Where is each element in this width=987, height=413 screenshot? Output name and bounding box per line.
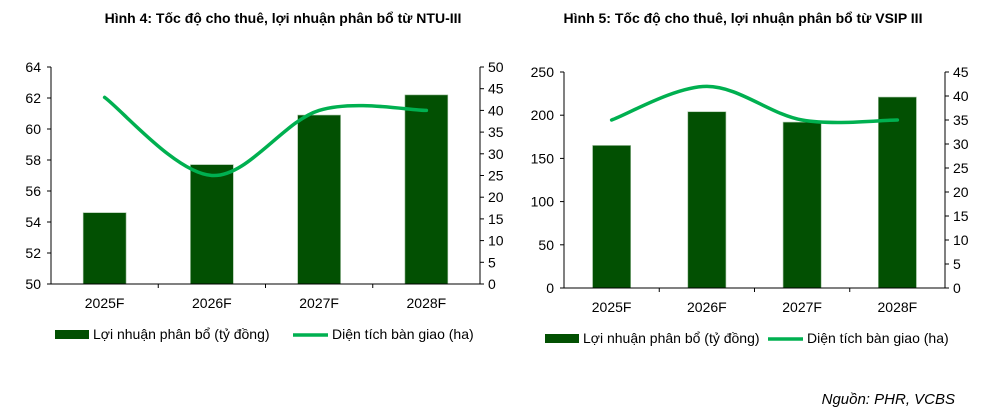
left-tick-label: 56 <box>25 183 41 199</box>
left-tick-label: 150 <box>531 150 555 166</box>
bar-2026F <box>190 164 234 285</box>
left-tick-label: 58 <box>25 152 41 168</box>
line-series-dien-tich <box>102 95 429 178</box>
right-tick-label: 30 <box>953 136 969 152</box>
right-tick-label: 20 <box>488 189 504 205</box>
right-tick-label: 5 <box>488 254 496 270</box>
right-tick-label: 35 <box>488 124 504 140</box>
x-tick-label: 2027F <box>782 299 822 315</box>
right-tick-label: 0 <box>953 280 961 296</box>
left-tick-label: 52 <box>25 245 41 261</box>
x-tick-label: 2028F <box>407 295 447 311</box>
legend-bar-swatch <box>545 334 579 343</box>
x-tick-label: 2028F <box>878 299 918 315</box>
x-tick-label: 2027F <box>299 295 339 311</box>
left-tick-label: 60 <box>25 121 41 137</box>
bar-2028F <box>878 96 917 289</box>
bar-2027F <box>297 114 341 285</box>
left-tick-label: 250 <box>531 64 555 80</box>
left-tick-label: 50 <box>25 276 41 292</box>
x-tick-label: 2025F <box>85 295 125 311</box>
left-tick-label: 0 <box>546 280 554 296</box>
right-tick-label: 40 <box>488 102 504 118</box>
right-tick-label: 10 <box>953 232 969 248</box>
x-tick-label: 2025F <box>592 299 632 315</box>
left-tick-label: 100 <box>531 194 555 210</box>
left-tick-label: 200 <box>531 107 555 123</box>
right-tick-label: 25 <box>488 168 504 184</box>
bar-2025F <box>82 212 127 285</box>
bar-2028F <box>404 94 449 285</box>
chart-1: Hình 4: Tốc độ cho thuê, lợi nhuận phân … <box>25 10 503 342</box>
legend-bar-label: Lợi nhuận phân bổ (tỷ đồng) <box>93 326 270 342</box>
right-tick-label: 35 <box>953 112 969 128</box>
right-tick-label: 15 <box>953 208 969 224</box>
right-tick-label: 10 <box>488 233 504 249</box>
bar-2026F <box>687 111 727 289</box>
left-tick-label: 62 <box>25 90 41 106</box>
left-tick-label: 50 <box>538 237 554 253</box>
chart-2: Hình 5: Tốc độ cho thuê, lợi nhuận phân … <box>531 10 969 346</box>
legend-bar-label: Lợi nhuận phân bổ (tỷ đồng) <box>583 330 760 346</box>
right-tick-label: 5 <box>953 256 961 272</box>
right-tick-label: 50 <box>488 59 504 75</box>
legend-line-label: Diện tích bàn giao (ha) <box>807 330 949 346</box>
x-tick-label: 2026F <box>192 295 232 311</box>
source-note: Nguồn: PHR, VCBS <box>822 391 955 408</box>
bar-2027F <box>782 121 822 289</box>
right-tick-label: 20 <box>953 184 969 200</box>
chart-title: Hình 5: Tốc độ cho thuê, lợi nhuận phân … <box>564 10 923 26</box>
legend-line-label: Diện tích bàn giao (ha) <box>332 326 474 342</box>
right-tick-label: 15 <box>488 211 504 227</box>
line-series-dien-tich <box>609 84 900 125</box>
right-tick-label: 40 <box>953 88 969 104</box>
chart-title: Hình 4: Tốc độ cho thuê, lợi nhuận phân … <box>105 10 462 26</box>
left-tick-label: 64 <box>25 59 41 75</box>
x-tick-label: 2026F <box>687 299 727 315</box>
legend-bar-swatch <box>55 330 89 339</box>
right-tick-label: 25 <box>953 160 969 176</box>
right-tick-label: 45 <box>488 81 504 97</box>
left-tick-label: 54 <box>25 214 41 230</box>
bar-2025F <box>592 145 631 289</box>
right-tick-label: 30 <box>488 146 504 162</box>
right-tick-label: 0 <box>488 276 496 292</box>
right-tick-label: 45 <box>953 64 969 80</box>
